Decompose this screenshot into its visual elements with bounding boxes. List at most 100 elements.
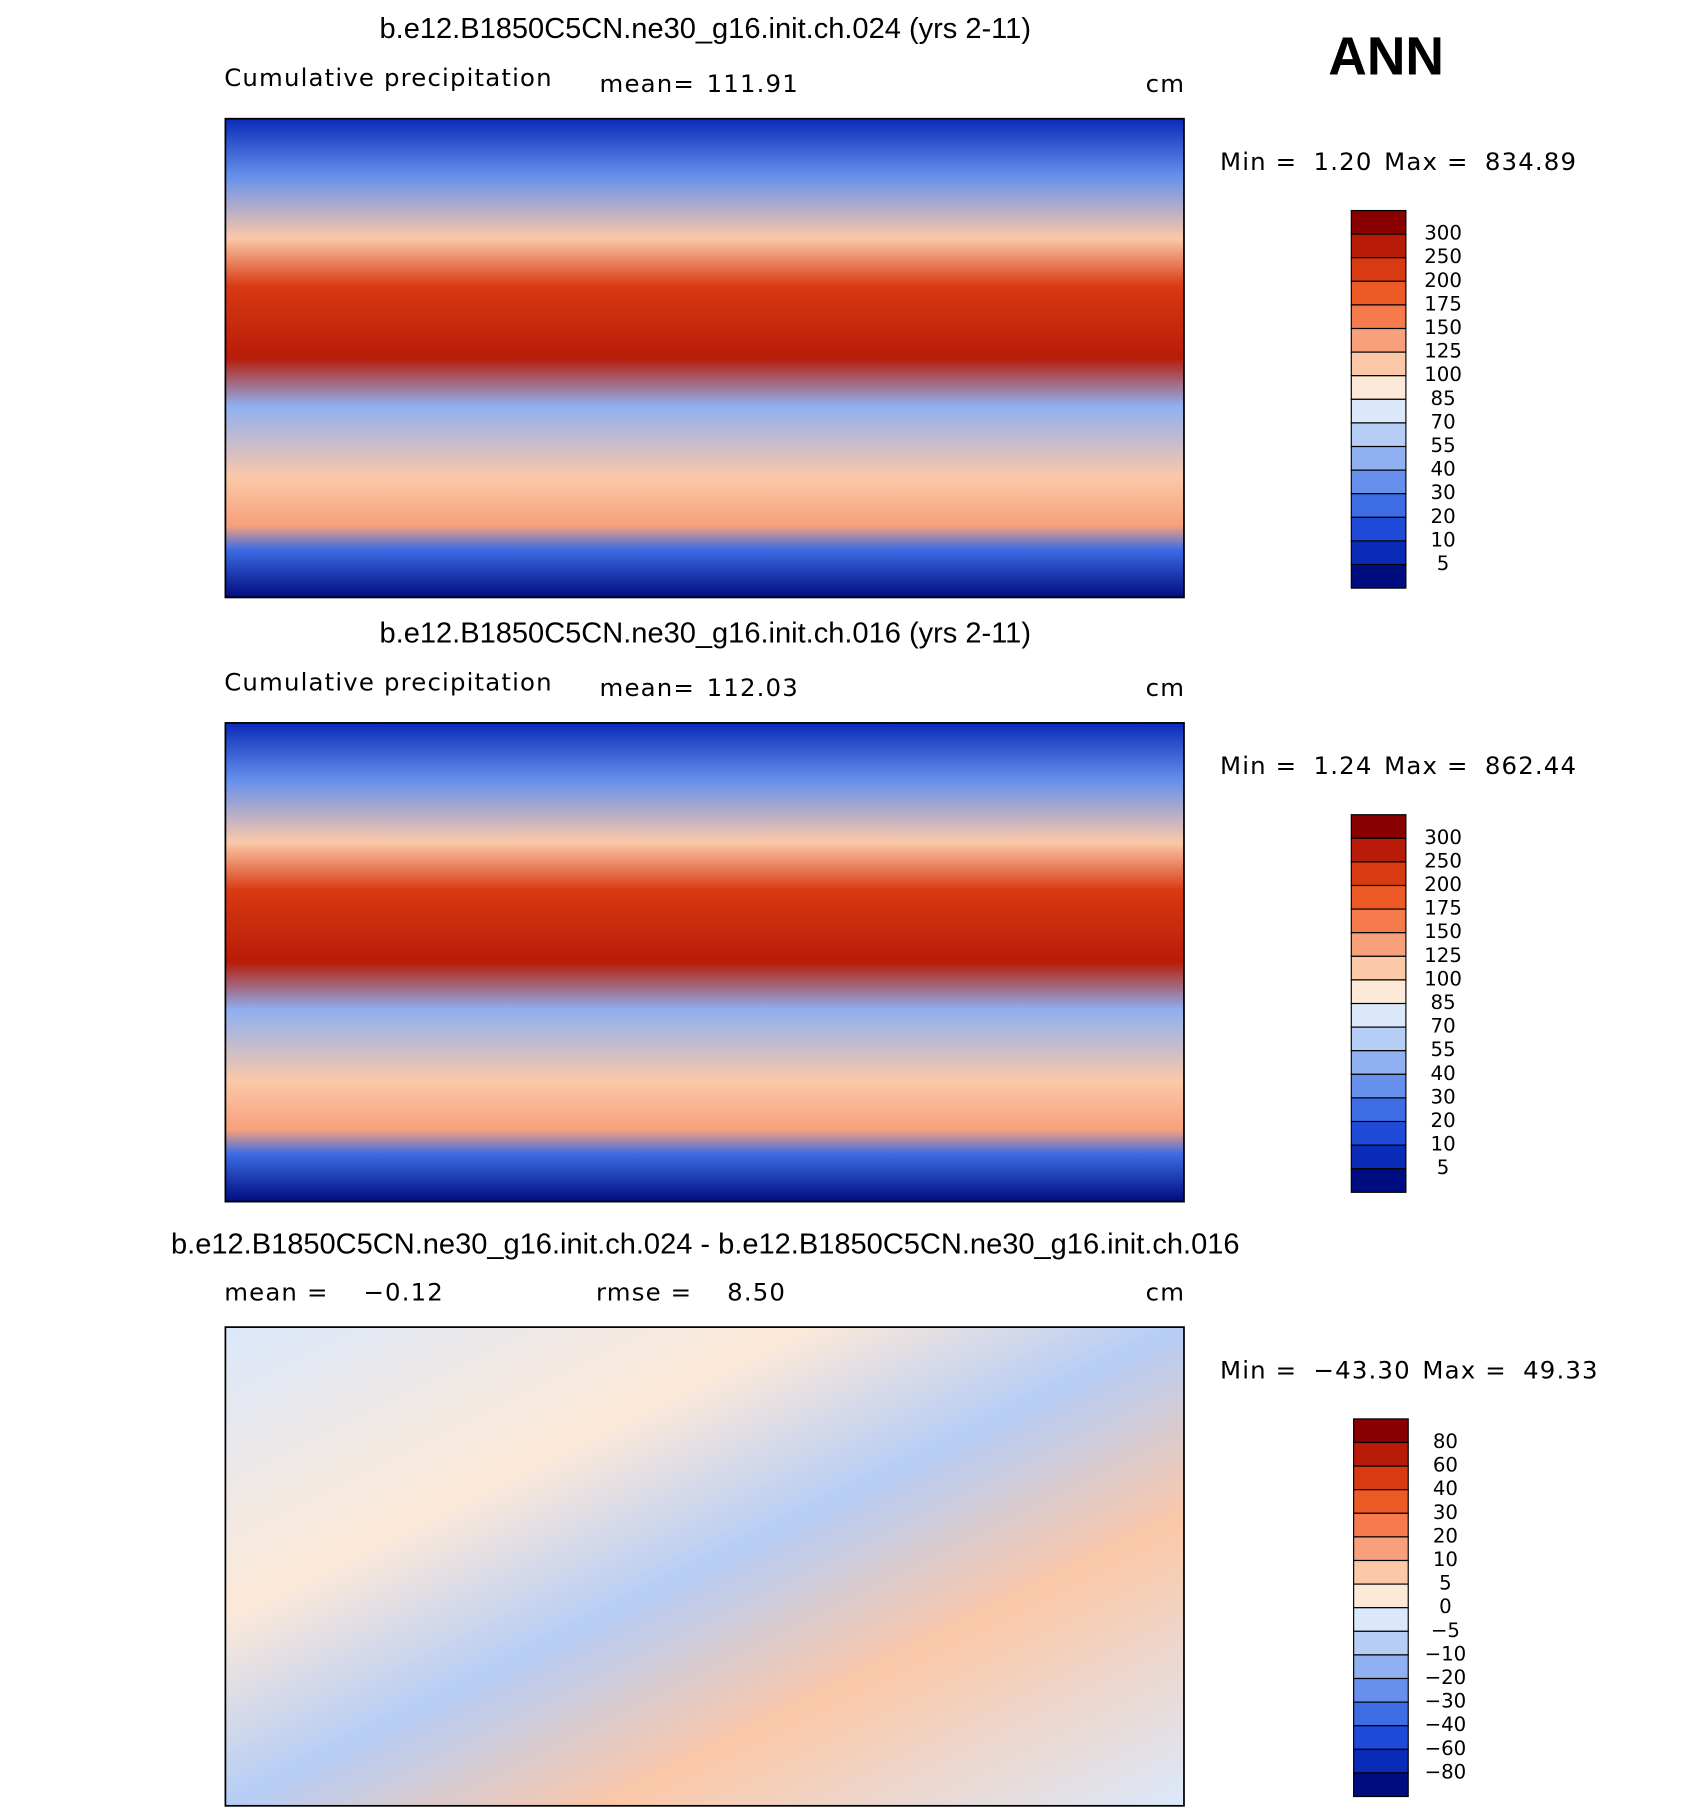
colorbar-box xyxy=(1353,1583,1409,1609)
colorbar-label: −5 xyxy=(1431,1619,1460,1642)
stat-value: 111.91 xyxy=(707,69,799,98)
stat-value: 8.50 xyxy=(727,1277,786,1306)
colorbar-box xyxy=(1350,837,1407,863)
subtitle: Cumulative precipitation xyxy=(224,667,553,696)
colorbar-box xyxy=(1350,422,1407,448)
colorbar-label: 40 xyxy=(1431,458,1456,481)
colorbar-box xyxy=(1350,908,1407,934)
colorbar-box xyxy=(1350,1050,1407,1075)
stat: mean = −0.12 xyxy=(224,1277,444,1306)
colorbar-label: 20 xyxy=(1431,1109,1456,1132)
colorbar-label: 150 xyxy=(1424,316,1462,339)
min-max-part: Max = xyxy=(1422,1355,1506,1384)
colorbar-box xyxy=(1353,1701,1409,1727)
colorbar-label: 20 xyxy=(1431,505,1456,528)
min-max-part: Min = xyxy=(1220,1355,1297,1384)
colorbar-label: 250 xyxy=(1424,245,1462,268)
colorbar-label: 250 xyxy=(1424,849,1462,872)
units: cm xyxy=(1146,1277,1186,1306)
colorbar-box xyxy=(1350,1026,1407,1052)
colorbar-box xyxy=(1353,1654,1409,1680)
colorbar-label: 175 xyxy=(1424,897,1462,920)
colorbar-label: 125 xyxy=(1424,944,1462,967)
units: cm xyxy=(1146,673,1186,702)
colorbar-box xyxy=(1350,327,1407,353)
colorbar-label: 200 xyxy=(1424,269,1462,292)
colorbar-box xyxy=(1350,932,1407,957)
min-max-part: Min = xyxy=(1220,147,1297,176)
colorbar-label: 125 xyxy=(1424,340,1462,363)
colorbar-box xyxy=(1353,1677,1409,1703)
colorbar-box xyxy=(1350,375,1407,400)
colorbar-label: 55 xyxy=(1431,434,1456,457)
colorbar-label: 80 xyxy=(1433,1430,1458,1453)
stat-label: mean = xyxy=(224,1277,328,1306)
colorbar-label: 40 xyxy=(1433,1477,1458,1500)
colorbar-box xyxy=(1350,469,1407,495)
colorbar-box xyxy=(1350,884,1407,910)
min-max-part: 1.24 xyxy=(1314,751,1373,780)
colorbar-box xyxy=(1350,563,1407,589)
min-max: Min = −43.30 Max = 49.33 xyxy=(1220,1355,1599,1384)
min-max-part: −43.30 xyxy=(1314,1355,1411,1384)
subtitle: Cumulative precipitation xyxy=(224,63,553,92)
colorbar-label: 100 xyxy=(1424,967,1462,990)
colorbar-label: 300 xyxy=(1424,222,1462,245)
colorbar-label: 10 xyxy=(1431,1133,1456,1156)
map xyxy=(224,722,1185,1203)
min-max-part: 834.89 xyxy=(1485,147,1577,176)
season-label: ANN xyxy=(1328,28,1444,87)
colorbar-box xyxy=(1350,1144,1407,1170)
stat-label: rmse = xyxy=(596,1277,692,1306)
colorbar-box xyxy=(1353,1512,1409,1538)
colorbar-box xyxy=(1350,1120,1407,1146)
colorbar-box xyxy=(1350,280,1407,306)
colorbar-box xyxy=(1350,257,1407,282)
min-max-part: Max = xyxy=(1384,147,1468,176)
stat-value: −0.12 xyxy=(363,1277,444,1306)
colorbar-box xyxy=(1350,445,1407,471)
colorbar-box xyxy=(1350,979,1407,1005)
stat-label: mean= xyxy=(600,69,695,98)
colorbar-label: 60 xyxy=(1433,1454,1458,1477)
colorbar-label: 175 xyxy=(1424,292,1462,315)
colorbar-box xyxy=(1350,209,1407,235)
min-max-part: 49.33 xyxy=(1523,1355,1599,1384)
colorbar-box xyxy=(1353,1559,1409,1585)
colorbar-label: 55 xyxy=(1431,1038,1456,1061)
colorbar-box xyxy=(1353,1536,1409,1562)
colorbar-box xyxy=(1353,1748,1409,1774)
colorbar-label: 5 xyxy=(1437,1156,1450,1179)
stat: mean= 111.91 xyxy=(600,69,799,98)
colorbar-box xyxy=(1350,540,1407,566)
colorbar-box xyxy=(1350,1073,1407,1099)
map xyxy=(224,1326,1185,1807)
min-max-part: 1.20 xyxy=(1314,147,1373,176)
colorbar-label: −10 xyxy=(1425,1642,1467,1665)
colorbar-label: 85 xyxy=(1431,991,1456,1014)
colorbar-box xyxy=(1353,1418,1409,1444)
panel-title: b.e12.B1850C5CN.ne30_g16.init.ch.016 (yr… xyxy=(380,617,1031,649)
min-max: Min = 1.20 Max = 834.89 xyxy=(1220,147,1577,176)
colorbar-box xyxy=(1353,1441,1409,1467)
min-max: Min = 1.24 Max = 862.44 xyxy=(1220,751,1577,780)
colorbar-box xyxy=(1353,1772,1409,1798)
colorbar-label: 70 xyxy=(1431,410,1456,433)
colorbar-label: 0 xyxy=(1439,1595,1452,1618)
map xyxy=(224,117,1185,599)
units: cm xyxy=(1146,69,1186,98)
panel-title: b.e12.B1850C5CN.ne30_g16.init.ch.024 - b… xyxy=(171,1228,1240,1260)
colorbar-box xyxy=(1353,1607,1409,1632)
colorbar-box xyxy=(1350,351,1407,377)
colorbar-box xyxy=(1350,516,1407,542)
colorbar-label: 5 xyxy=(1437,552,1450,575)
colorbar-box xyxy=(1353,1725,1409,1750)
colorbar-label: 30 xyxy=(1431,481,1456,504)
colorbar-box xyxy=(1353,1489,1409,1514)
colorbar-label: −30 xyxy=(1425,1690,1467,1713)
stat: rmse = 8.50 xyxy=(596,1277,786,1306)
colorbar-box xyxy=(1350,955,1407,981)
colorbar-label: 30 xyxy=(1433,1501,1458,1524)
colorbar-label: 30 xyxy=(1431,1085,1456,1108)
